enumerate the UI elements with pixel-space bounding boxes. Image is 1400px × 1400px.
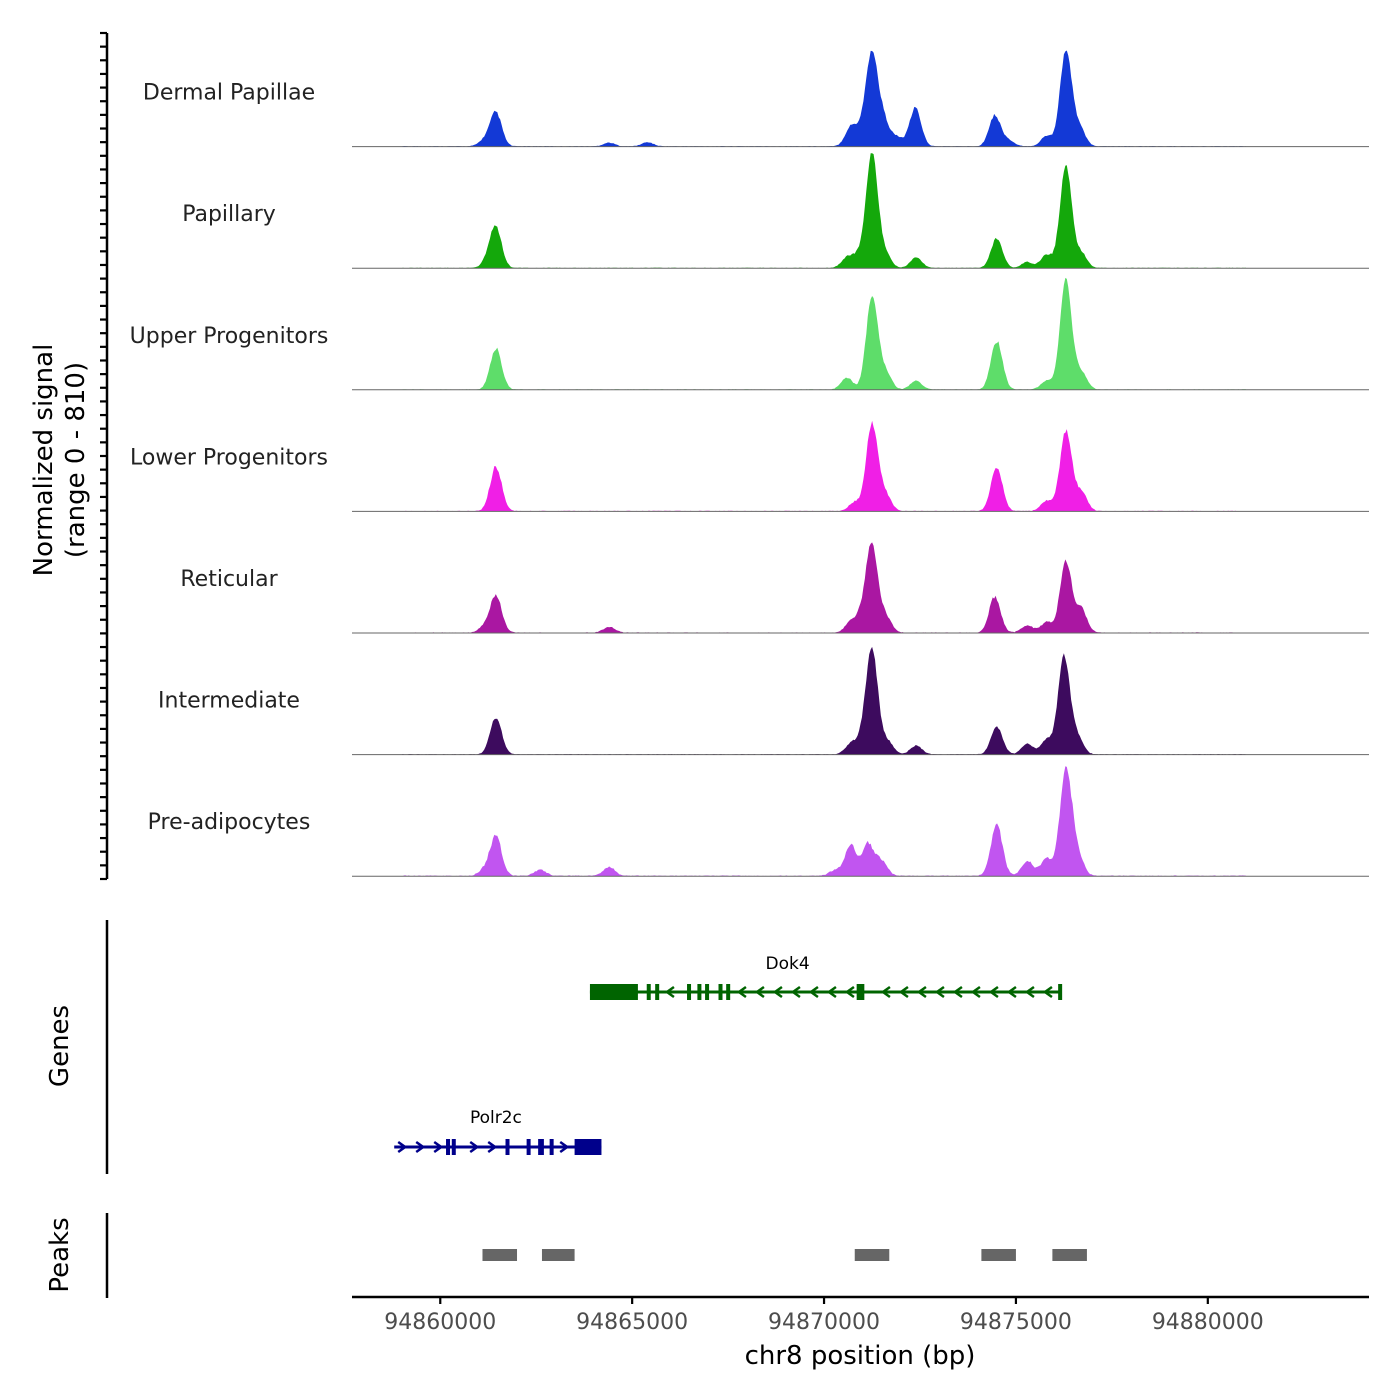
x-tick-label: 94875000 <box>960 1310 1072 1335</box>
coverage-area <box>352 542 1369 633</box>
gene-exon <box>856 984 865 1000</box>
peak-region <box>981 1249 1016 1261</box>
strand-arrow <box>826 985 837 999</box>
genes-track-title: Genes <box>45 1005 75 1087</box>
strand-arrow <box>970 985 981 999</box>
coverage-y-axis <box>100 31 109 881</box>
gene-exon <box>1058 984 1063 1000</box>
strand-arrow <box>1042 985 1053 999</box>
coverage-area <box>352 277 1369 390</box>
track-upper-progenitors: Upper Progenitors <box>130 277 1369 391</box>
strand-arrow <box>952 985 963 999</box>
coverage-y-axis-title-line1: Normalized signal <box>29 344 59 577</box>
track-reticular: Reticular <box>180 542 1369 634</box>
gene-models: Dok4 Polr2c <box>394 954 1063 1155</box>
strand-arrow <box>415 1140 426 1154</box>
peak-regions <box>482 1249 1087 1261</box>
coverage-area <box>352 153 1369 269</box>
strand-arrow <box>1006 985 1017 999</box>
strand-arrow <box>397 1140 408 1154</box>
strand-arrow <box>916 985 927 999</box>
gene-dok4: Dok4 <box>589 954 1063 1000</box>
track-label: Pre-adipocytes <box>148 810 311 835</box>
x-tick-label: 94880000 <box>1152 1310 1264 1335</box>
peak-region <box>541 1249 575 1261</box>
gene-exon <box>526 1139 531 1155</box>
track-pre-adipocytes: Pre-adipocytes <box>148 766 1369 877</box>
gene-polr2c: Polr2c <box>394 1108 602 1155</box>
coverage-area <box>352 50 1369 147</box>
track-label: Intermediate <box>158 689 300 714</box>
x-axis-title: chr8 position (bp) <box>745 1341 976 1371</box>
x-tick-label: 94865000 <box>576 1310 688 1335</box>
strand-arrow <box>808 985 819 999</box>
gene-exon <box>451 1139 456 1155</box>
peak-region <box>482 1249 518 1261</box>
track-dermal-papillae: Dermal Papillae <box>143 50 1369 148</box>
x-axis-ticks: 94860000 94865000 94870000 94875000 94880000 <box>384 1297 1264 1335</box>
peak-region <box>1052 1249 1087 1261</box>
strand-arrow <box>469 1140 480 1154</box>
coverage-tracks: Dermal Papillae Papillary Upper Progenitor… <box>130 50 1369 877</box>
strand-arrow <box>1024 985 1035 999</box>
x-tick-label: 94870000 <box>768 1310 880 1335</box>
track-label: Papillary <box>182 202 276 227</box>
gene-exon <box>589 984 638 1000</box>
strand-arrow <box>844 985 855 999</box>
coverage-area <box>352 766 1369 877</box>
strand-arrow <box>559 1140 570 1154</box>
gene-label: Dok4 <box>766 954 810 974</box>
track-intermediate: Intermediate <box>158 646 1369 756</box>
gene-exon <box>705 984 710 1000</box>
track-label: Lower Progenitors <box>130 445 328 470</box>
track-label: Upper Progenitors <box>130 324 329 349</box>
track-papillary: Papillary <box>182 153 1369 269</box>
track-label: Reticular <box>180 567 278 592</box>
strand-arrow <box>988 985 999 999</box>
coverage-area <box>352 420 1369 512</box>
track-lower-progenitors: Lower Progenitors <box>130 420 1369 512</box>
gene-exon <box>549 1139 554 1155</box>
strand-arrow <box>772 985 783 999</box>
gene-exon <box>505 1139 510 1155</box>
peak-region <box>854 1249 890 1261</box>
strand-arrow <box>736 985 747 999</box>
strand-arrow <box>934 985 945 999</box>
gene-exon <box>697 984 702 1000</box>
coverage-area <box>352 646 1369 755</box>
strand-arrow <box>880 985 891 999</box>
gene-exon <box>446 1139 451 1155</box>
gene-exon <box>646 984 651 1000</box>
peaks-track-title: Peaks <box>45 1217 75 1292</box>
coverage-y-axis-title-line2: (range 0 - 810) <box>61 362 91 558</box>
gene-exon <box>655 984 660 1000</box>
gene-exon <box>687 984 692 1000</box>
strand-arrow <box>487 1140 498 1154</box>
x-tick-label: 94860000 <box>384 1310 496 1335</box>
strand-arrow <box>790 985 801 999</box>
strand-arrow <box>754 985 765 999</box>
strand-arrow <box>664 985 675 999</box>
track-label: Dermal Papillae <box>143 81 315 106</box>
gene-exon <box>718 984 723 1000</box>
strand-arrow <box>898 985 909 999</box>
gene-exon <box>726 984 731 1000</box>
gene-exon <box>538 1139 544 1155</box>
gene-label: Polr2c <box>470 1108 522 1128</box>
gene-exon <box>574 1139 602 1155</box>
strand-arrow <box>433 1140 444 1154</box>
